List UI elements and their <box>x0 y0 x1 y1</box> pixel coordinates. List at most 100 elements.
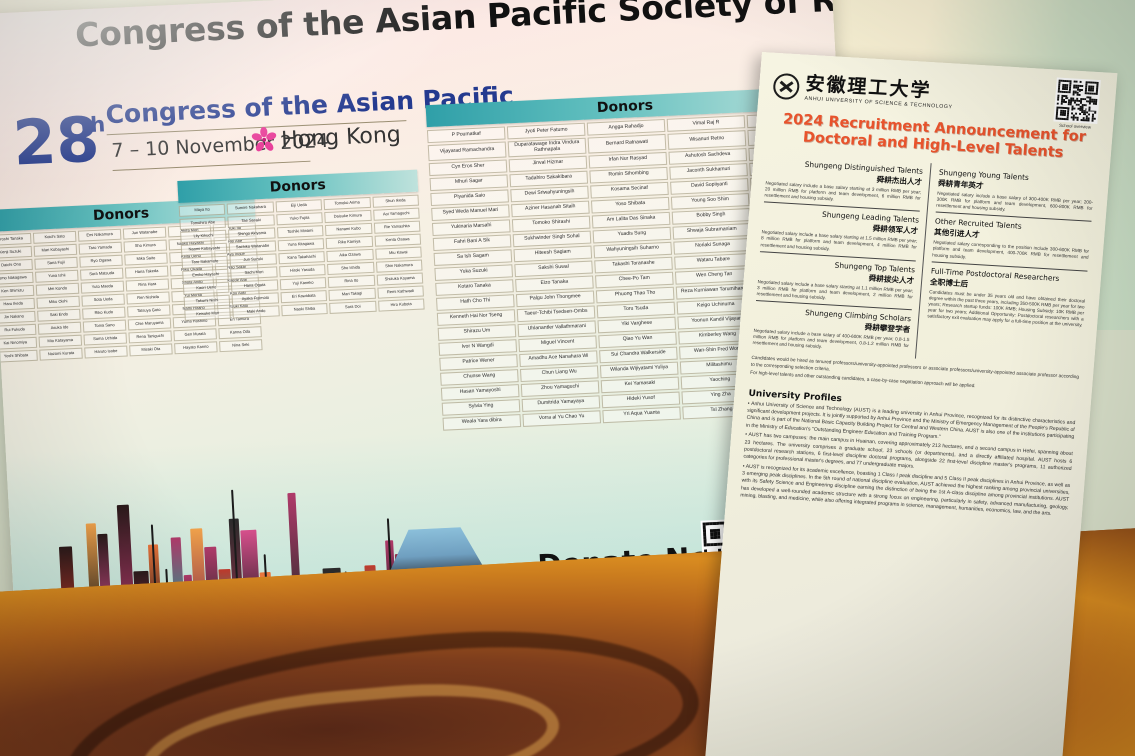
donor-name-cell: Toma Sano <box>82 319 127 333</box>
talent-column-right: Shungeng Young Talents 舜耕青年英才 Negotiated s… <box>924 164 1095 368</box>
donor-name-cell: Saki Endo <box>37 308 81 322</box>
donor-name-cell: Rui Fukuda <box>0 323 37 337</box>
donor-name-cell: Amadhu Ace Nanahara Wi <box>519 350 598 367</box>
school-overview-qr-code[interactable] <box>1053 77 1101 125</box>
donor-name-cell: Naomi Kobayashi <box>180 242 228 256</box>
donor-name-cell: Toshiki Minami <box>276 225 324 239</box>
donor-name-cell: P Poumatkaf <box>426 126 506 144</box>
donor-name-cell: Shun Ikeda <box>372 194 420 208</box>
donor-name-cell: Wahyuningsih Suharno <box>593 241 673 259</box>
donor-name-cell: Zhou Yamaguchi <box>520 380 600 397</box>
donor-name-cell: Wataru Tabare <box>674 252 753 270</box>
donor-name-cell: Dumitrida Yamayaya <box>521 395 601 412</box>
donor-name-cell: Yuna Ishii <box>35 269 79 283</box>
donor-name-cell: Taro Sakamoto <box>181 255 229 269</box>
donor-name-cell: Rie Yamashita <box>373 220 421 234</box>
donor-name-cell: Asuka Ide <box>37 321 82 335</box>
donor-name-cell: Wisanuri Retno <box>667 130 747 150</box>
donor-name-cell: Maki Ando <box>232 305 280 319</box>
donor-name-cell: Sho Ishida <box>327 261 375 275</box>
donor-name-cell: Rina Hara <box>125 278 170 292</box>
bauhinia-flower-icon <box>251 126 277 152</box>
donor-name-cell: Chunse Wang <box>440 368 519 386</box>
donor-name-cell: Haru Ikeda <box>0 297 36 311</box>
donor-name-cell: Kenji Suzuki <box>0 245 33 259</box>
donor-name-cell: Jun Suzuki <box>229 253 277 267</box>
donor-name-cell: Sakshi Suwal <box>514 260 593 277</box>
school-overview-qr-block[interactable]: School overview <box>1053 77 1101 130</box>
university-name-block: 安徽理工大学 ANHUI UNIVERSITY OF SCIENCE & TEC… <box>804 72 954 110</box>
donor-name-cell: Sa Ish Sagam <box>433 248 513 266</box>
donor-name-cell: Hideki Yusof <box>601 391 681 408</box>
donor-name-cell: Yoshi Shibata <box>0 349 38 363</box>
donor-name-cell: Keisuke Mori <box>184 307 232 321</box>
donor-name-cell: Mika Saito <box>124 252 168 266</box>
donor-name-cell: Romin Sihombing <box>589 166 668 184</box>
donor-name-cell: Emi Nakamura <box>77 228 122 242</box>
donor-name-cell: Eiji Ueda <box>275 199 323 213</box>
donor-name-cell: Shin Nakamura <box>375 259 423 273</box>
donor-name-cell: Nanami Kubo <box>325 222 373 237</box>
donor-name-cell: Dewi Sriwahyuningsih <box>510 185 589 202</box>
donor-name-cell: Nozomi Kurata <box>39 347 83 361</box>
donor-name-grid: Maya Ito Sumire Nakahara Eiji Ueda Tomoko A… <box>178 192 425 321</box>
donor-name-cell: Naoki Shiba <box>280 303 328 317</box>
donor-name-cell: Hana Ogata <box>231 279 279 293</box>
donor-name-cell: Ayaka Fujimoto <box>231 292 279 306</box>
donor-name-cell: Haruto Isobe <box>84 345 128 359</box>
donor-name-cell: Chun Liang Wu <box>519 365 599 382</box>
talent-category-description: Candidates must be under 35 years old an… <box>927 288 1086 328</box>
donor-name-cell: David Sopiiyanti <box>670 177 749 195</box>
donor-name-cell: Mari Takagi <box>328 287 376 301</box>
donor-name-cell: Tae Sasaki <box>227 214 275 228</box>
donor-name-cell: Vijayarad Ramachandra <box>427 141 507 161</box>
donor-name-cell: Tomohiro Abe <box>179 216 227 230</box>
donor-name-cell: Shirazu Um <box>437 323 517 341</box>
donor-name-cell: Mhuri Sagar <box>429 174 509 191</box>
donor-name-cell: Phuong Thao Tho <box>595 286 675 304</box>
talent-category-block: Full-Time Postdoctoral Researchers 全职博士后 C… <box>926 260 1088 332</box>
donor-name-cell: Kaori Ueno <box>182 281 230 295</box>
donor-name-cell: Weala Yara dibira <box>442 413 522 431</box>
donor-name-cell: Bernard Ratnawati <box>587 133 667 154</box>
donor-name-cell: Sota Ueda <box>81 293 125 307</box>
donor-name-cell: Kenta Osawa <box>374 233 422 247</box>
donor-name-cell: Ryo Ogawa <box>79 254 123 268</box>
donor-name-cell: Piyanida Saio <box>430 189 509 206</box>
donor-name-cell: Rena Taniguchi <box>128 330 172 344</box>
donor-name-cell: Riko Kudo <box>82 306 126 320</box>
donor-name-cell: Riko Kamiya <box>325 235 373 250</box>
donor-name-cell: Hayato Kanno <box>174 341 218 355</box>
donor-name-cell: Hiroki Yasuda <box>278 264 326 278</box>
donor-name-cell: Hiteesh Sagiam <box>513 245 593 262</box>
donor-name-cell: Yukinaria Marsahi <box>431 219 511 236</box>
donor-name-cell: Jin Nakano <box>0 310 36 324</box>
donor-name-cell: Remi Kathwadi <box>376 285 424 299</box>
donor-name-cell: Sukhwinder Singh Sohal <box>512 230 592 247</box>
donor-name-cell: Jun Watanabe <box>122 226 167 240</box>
donor-name-cell: Shizuka Koyama <box>376 272 424 286</box>
donor-name-cell: Vimal Raj R <box>666 115 746 132</box>
donor-name-cell: Chee-Po Tam <box>595 271 674 289</box>
donor-name-cell: Palgu John Thongmee <box>515 290 595 307</box>
donor-name-cell: Angga Rahadjo <box>586 118 666 136</box>
donor-name-cell: Sho Kimura <box>123 239 168 253</box>
banner-ordinal-suffix: th <box>79 112 106 138</box>
talent-column-left: Shungeng Distinguished Talents 舜耕杰出人才 Nego… <box>752 153 932 359</box>
qr-module <box>1093 119 1096 122</box>
recruitment-poster: 安徽理工大学 ANHUI UNIVERSITY OF SCIENCE & TEC… <box>704 52 1118 756</box>
donor-name-cell: Miku Oishi <box>36 295 80 309</box>
donor-name-cell: Misaki Ota <box>129 343 173 357</box>
donor-name-cell: Kanna Oda <box>218 326 262 340</box>
donor-name-cell: Nina Seki <box>219 339 263 353</box>
donor-name-cell: Noriaki Sunaga <box>673 237 752 255</box>
donor-name-cell: Tatsuya Goto <box>127 304 171 318</box>
donor-name-cell: Qiao Yu Wan <box>598 331 677 348</box>
donor-name-cell: Hana Takeda <box>124 265 169 279</box>
congress-donor-banner: Congress of the Asian Pacific Society of… <box>0 0 866 654</box>
donor-name-cell: Sylvia Ying <box>441 398 521 416</box>
donor-name-cell: Sora Doi <box>329 300 377 314</box>
donor-name-cell: Sui Chandra Walkerside <box>599 346 678 363</box>
donor-name-cell: Taeur-Tchibi Tsedsen-Ombs <box>516 305 596 322</box>
